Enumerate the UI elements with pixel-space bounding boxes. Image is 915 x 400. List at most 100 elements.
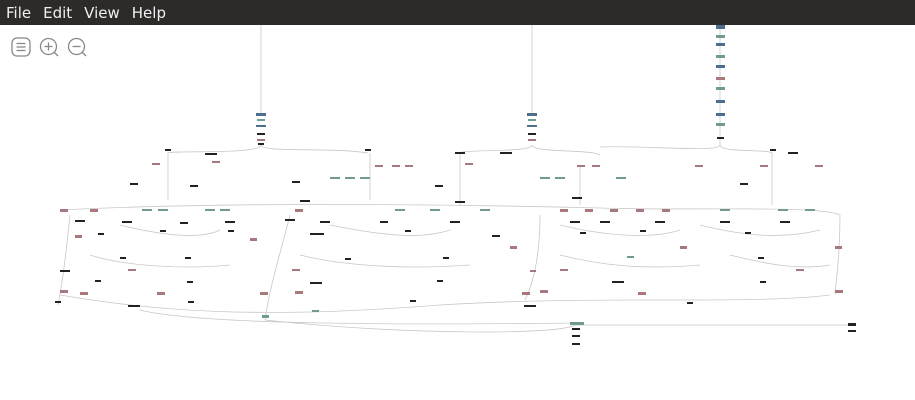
graph-node [292,181,300,183]
graph-node [577,165,585,167]
graph-node [75,220,85,222]
graph-node [716,43,725,46]
toolbar [11,37,87,57]
graph-node [257,139,265,141]
graph-node [405,230,411,232]
graph-node [405,165,413,167]
menu-bar: File Edit View Help [0,0,915,25]
graph-node [295,209,303,212]
graph-node [185,257,191,259]
graph-node [540,290,548,293]
graph-node [610,209,618,212]
graph-node [655,221,665,223]
graph-node [835,290,843,293]
graph-node [480,209,490,211]
graph-node [345,258,351,260]
graph-edge [167,153,773,205]
graph-node [716,113,725,116]
graph-node [130,183,138,185]
graph-node [395,209,405,211]
sidebar-button[interactable] [11,37,31,57]
graph-node [258,143,264,145]
graph-node [720,209,730,211]
graph-node [687,302,693,304]
graph-node [600,221,610,223]
graph-node [295,291,303,294]
graph-node [796,269,804,271]
graph-node [220,209,230,211]
zoom-in-button[interactable] [39,37,59,57]
graph-edge [57,214,841,321]
menu-help[interactable]: Help [131,3,166,22]
graph-node [560,269,568,271]
graph-node [627,256,634,258]
graph-edge [59,294,831,313]
graph-node [636,209,644,212]
graph-node [465,163,473,165]
graph-node [716,25,725,29]
graph-node [716,65,725,68]
graph-node [80,292,88,295]
graph-edge [59,204,841,216]
graph-edge [119,224,821,236]
graph-node [60,270,70,272]
graph-node [848,330,856,332]
graph-node [510,246,517,249]
graph-node [365,149,371,151]
graph-node [592,165,600,167]
graph-node [160,230,166,232]
graph-node [572,197,582,199]
graph-node [572,343,580,345]
graph-node [260,292,268,295]
menu-view[interactable]: View [84,3,120,22]
graph-node [392,165,400,167]
graph-node [560,209,568,212]
graph-node [492,235,500,237]
graph-node [540,177,550,179]
graph-node [758,257,764,259]
graph-node [745,232,751,234]
graph-node [760,165,768,167]
graph-edge [89,254,831,268]
graph-node [75,235,82,238]
graph-node [292,269,300,271]
graph-node [262,315,269,318]
graph-node [120,257,126,259]
graph-node [60,209,68,212]
graph-node [345,177,355,179]
graph-node [410,300,416,302]
graph-node [205,153,217,155]
graph-node [612,281,624,283]
graph-node [152,163,160,165]
graph-node [740,183,748,185]
graph-node [257,119,265,121]
graph-node [165,149,171,151]
graph-node [720,221,730,223]
graph-node [585,209,593,212]
graph-node [716,77,725,80]
graph-node [500,152,512,154]
graph-node [188,301,194,303]
graph-node [815,165,823,167]
graph-node [430,209,440,211]
graph-node [572,328,580,330]
graph-node [98,233,104,235]
menu-file[interactable]: File [6,3,32,22]
graph-node [528,133,536,135]
graph-edge [139,309,851,333]
graph-node [717,137,724,139]
graph-node [780,221,790,223]
graph-node [638,292,646,295]
graph-node [455,152,465,154]
graph-node [530,270,536,272]
graph-node [187,281,193,283]
graph-node [95,280,101,282]
graph-node [450,221,460,223]
graph-node [848,323,856,326]
menu-edit[interactable]: Edit [43,3,73,22]
graph-node [375,165,383,167]
graph-node [455,201,465,203]
graph-node [770,149,776,151]
zoom-out-button[interactable] [67,37,87,57]
graph-node [680,246,687,249]
